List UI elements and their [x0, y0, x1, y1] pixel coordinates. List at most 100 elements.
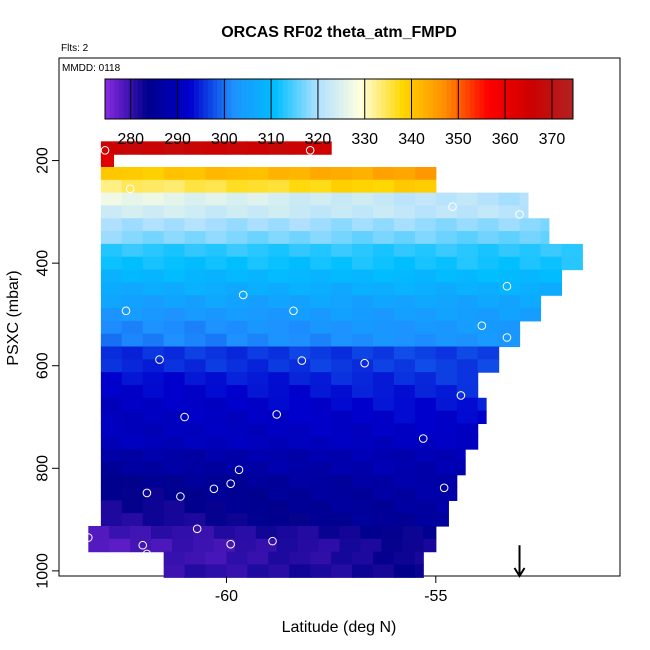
heatmap-cell	[247, 320, 269, 335]
heatmap-cell	[331, 513, 353, 527]
heatmap-cell	[498, 243, 521, 258]
heatmap-cell	[268, 192, 290, 207]
heatmap-cell	[477, 282, 500, 296]
heatmap-cell	[310, 179, 332, 194]
heatmap-cell	[540, 269, 562, 283]
heatmap-cell	[121, 243, 144, 258]
heatmap-cell	[121, 179, 144, 194]
heatmap-cell	[247, 141, 269, 155]
heatmap-cell	[205, 397, 228, 412]
heatmap-cell	[393, 449, 416, 463]
heatmap-cell	[184, 295, 207, 309]
heatmap-cell	[268, 218, 290, 232]
heatmap-cell	[331, 500, 353, 514]
observation-point	[121, 306, 131, 316]
heatmap-cell	[163, 231, 186, 245]
heatmap-cell	[184, 436, 207, 450]
heatmap-cell	[331, 218, 353, 232]
heatmap-cell	[205, 346, 228, 360]
heatmap-cell	[331, 282, 353, 296]
heatmap-cell	[205, 359, 228, 373]
heatmap-cell	[100, 192, 123, 207]
heatmap-cell	[561, 243, 583, 258]
heatmap-cell	[121, 436, 144, 450]
heatmap-cell	[331, 166, 353, 181]
heatmap-cell	[226, 372, 248, 386]
colorbar-segment	[217, 79, 223, 119]
heatmap-cell	[477, 397, 487, 412]
heatmap-cell	[109, 526, 131, 540]
colorbar-segment	[320, 79, 326, 119]
y-tick-label: 400	[35, 250, 52, 277]
heatmap-cell	[414, 295, 437, 309]
heatmap-cell	[226, 333, 248, 348]
heatmap-cell	[310, 320, 332, 335]
heatmap-cell	[130, 526, 152, 540]
observation-point	[84, 533, 93, 542]
heatmap-cell	[121, 384, 144, 399]
heatmap-cell	[331, 179, 353, 194]
heatmap-cell	[205, 243, 228, 258]
heatmap-cell	[163, 461, 186, 476]
heatmap-cell	[205, 423, 228, 437]
heatmap-cell	[352, 551, 374, 566]
heatmap-cell	[310, 333, 332, 348]
heatmap-cell	[331, 436, 353, 450]
heatmap-cell	[352, 513, 374, 527]
heatmap-cell	[268, 487, 290, 501]
heatmap-cell	[435, 295, 458, 309]
observation-point	[155, 355, 164, 364]
heatmap-cell	[184, 231, 207, 245]
heatmap-cell	[372, 410, 395, 425]
colorbar-segment	[568, 79, 574, 119]
heatmap-cell	[184, 397, 207, 412]
colorbar-segment	[371, 79, 377, 119]
heatmap-cell	[121, 295, 144, 309]
colorbar-segment	[535, 79, 541, 119]
heatmap-cell	[247, 179, 269, 194]
colorbar-segment	[105, 79, 111, 119]
heatmap-cell	[121, 141, 144, 155]
observation-point	[238, 290, 248, 300]
heatmap-cell	[331, 333, 353, 348]
heatmap-cell	[352, 243, 374, 258]
heatmap-cell	[100, 295, 123, 309]
observation-point	[448, 202, 457, 212]
heatmap-cell	[121, 192, 144, 207]
heatmap-cell	[414, 397, 437, 412]
colorbar-segment	[423, 79, 429, 119]
heatmap-cell	[268, 384, 290, 399]
heatmap-cell	[255, 526, 278, 540]
heatmap-cell	[163, 346, 186, 360]
heatmap-cell	[423, 538, 437, 553]
x-axis: -60 -55	[215, 576, 447, 605]
heatmap-cell	[226, 564, 248, 578]
heatmap-cell	[192, 538, 215, 553]
heatmap-cell	[213, 526, 236, 540]
heatmap-cell	[372, 436, 395, 450]
heatmap-cell	[477, 410, 487, 425]
heatmap-cell	[435, 256, 458, 271]
heatmap-cell	[205, 256, 228, 271]
heatmap-cell	[142, 423, 165, 437]
heatmap-cell	[100, 500, 123, 514]
heatmap-cell	[100, 346, 123, 360]
heatmap-cell	[100, 205, 123, 219]
colorbar-segment	[474, 79, 480, 119]
colorbar-segment	[446, 79, 452, 119]
heatmap-cell	[352, 269, 374, 283]
heatmap-cell	[318, 538, 341, 553]
colorbar-segment	[147, 79, 153, 119]
heatmap-cell	[163, 295, 186, 309]
heatmap-cell	[310, 436, 332, 450]
heatmap-cell	[142, 166, 165, 181]
heatmap-cell	[205, 474, 228, 489]
heatmap-cell	[121, 410, 144, 425]
heatmap-cell	[393, 564, 416, 578]
heatmap-cell	[247, 449, 269, 463]
heatmap-cell	[414, 346, 437, 360]
heatmap-cell	[213, 538, 236, 553]
heatmap-cell	[372, 500, 395, 514]
heatmap-cell	[163, 192, 186, 207]
heatmap-cell	[184, 346, 207, 360]
